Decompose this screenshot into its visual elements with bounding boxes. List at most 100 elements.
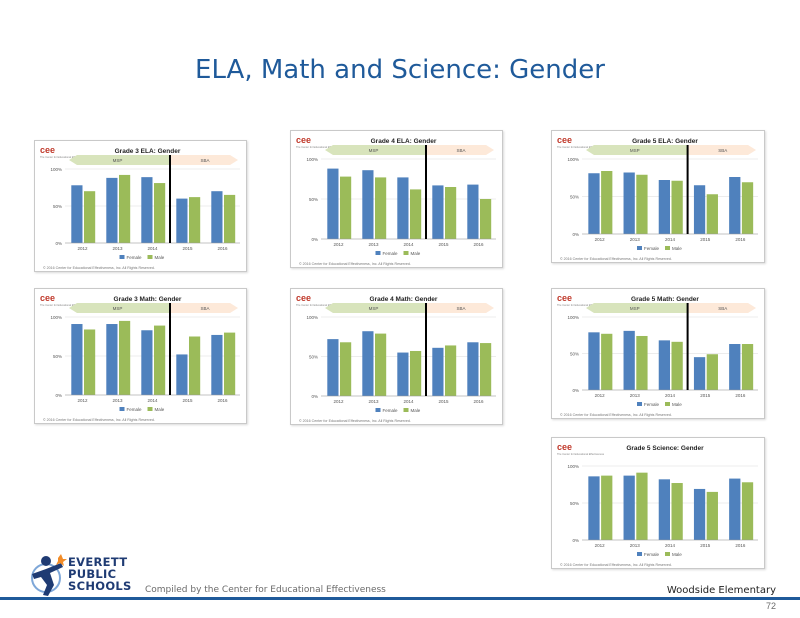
legend-swatch-male bbox=[665, 402, 670, 406]
y-tick-label: 100% bbox=[567, 157, 579, 162]
bar-female bbox=[693, 357, 706, 390]
copyright-text: © 2016 Center for Educational Effectiven… bbox=[43, 418, 155, 422]
copyright-text: © 2016 Center for Educational Effectiven… bbox=[560, 257, 672, 261]
band-label-sba: SBA bbox=[200, 158, 209, 163]
x-tick-label: 2016 bbox=[217, 246, 228, 251]
legend-swatch-male bbox=[403, 408, 409, 412]
copyright-text: © 2016 Center for Educational Effectiven… bbox=[560, 413, 672, 417]
bar-female bbox=[658, 479, 670, 540]
legend-swatch-female bbox=[637, 552, 642, 556]
bar-female bbox=[397, 177, 409, 239]
x-tick-label: 2012 bbox=[595, 393, 606, 398]
chart-title: Grade 5 ELA: Gender bbox=[632, 138, 698, 145]
x-tick-label: 2014 bbox=[147, 246, 158, 251]
footer-divider bbox=[0, 597, 800, 600]
band-label-sba: SBA bbox=[200, 306, 209, 311]
district-logo-icon bbox=[28, 552, 68, 603]
band-label-sba: SBA bbox=[456, 306, 465, 311]
bar-male bbox=[636, 472, 648, 540]
bar-male bbox=[601, 171, 613, 234]
y-tick-label: 0% bbox=[572, 388, 579, 393]
legend-swatch-male bbox=[665, 552, 670, 556]
y-tick-label: 100% bbox=[567, 464, 579, 469]
chart-title: Grade 5 Math: Gender bbox=[631, 296, 699, 303]
bar-female bbox=[729, 344, 741, 390]
legend-swatch-male bbox=[147, 255, 153, 259]
legend-label-male: Male bbox=[672, 552, 682, 557]
chart-title: Grade 4 ELA: Gender bbox=[371, 138, 437, 145]
bar-female bbox=[211, 191, 223, 243]
cee-tagline: The Center for Educational Effectiveness bbox=[40, 303, 88, 307]
bar-female bbox=[176, 354, 188, 395]
legend-label-male: Male bbox=[411, 408, 421, 413]
x-tick-label: 2012 bbox=[77, 398, 88, 403]
y-tick-label: 0% bbox=[311, 237, 318, 242]
x-tick-label: 2016 bbox=[217, 398, 228, 403]
bar-male bbox=[601, 333, 613, 390]
bar-male bbox=[706, 491, 718, 540]
x-tick-label: 2014 bbox=[403, 399, 414, 404]
bar-female bbox=[141, 177, 153, 243]
band-label-msp: MSP bbox=[113, 306, 123, 311]
x-tick-label: 2014 bbox=[147, 398, 158, 403]
bar-female bbox=[397, 352, 409, 396]
district-name: EVERETT PUBLIC SCHOOLS bbox=[68, 556, 132, 592]
y-tick-label: 100% bbox=[50, 167, 62, 172]
y-tick-label: 0% bbox=[55, 393, 62, 398]
legend-swatch-female bbox=[375, 408, 381, 412]
x-tick-label: 2013 bbox=[630, 393, 641, 398]
bar-female bbox=[467, 184, 479, 239]
bar-female bbox=[588, 476, 600, 540]
x-tick-label: 2013 bbox=[368, 242, 379, 247]
bar-male bbox=[480, 343, 492, 396]
copyright-text: © 2016 Center for Educational Effectiven… bbox=[560, 563, 672, 567]
copyright-text: © 2016 Center for Educational Effectiven… bbox=[299, 262, 411, 266]
band-sba-arrow bbox=[687, 145, 756, 155]
x-tick-label: 2015 bbox=[182, 246, 193, 251]
x-tick-label: 2015 bbox=[438, 242, 449, 247]
y-tick-label: 50% bbox=[309, 355, 318, 360]
legend-swatch-male bbox=[147, 407, 153, 411]
x-tick-label: 2014 bbox=[665, 543, 676, 548]
band-sba-arrow bbox=[426, 145, 494, 155]
x-tick-label: 2013 bbox=[368, 399, 379, 404]
bar-male bbox=[119, 320, 131, 395]
x-tick-label: 2012 bbox=[77, 246, 88, 251]
x-tick-label: 2013 bbox=[630, 237, 641, 242]
x-tick-label: 2013 bbox=[630, 543, 641, 548]
x-tick-label: 2012 bbox=[595, 237, 606, 242]
x-tick-label: 2014 bbox=[665, 393, 676, 398]
x-tick-label: 2015 bbox=[182, 398, 193, 403]
y-tick-label: 50% bbox=[570, 501, 579, 506]
copyright-text: © 2016 Center for Educational Effectiven… bbox=[43, 266, 155, 270]
cee-logo-icon: cee bbox=[296, 135, 311, 145]
bar-male bbox=[445, 345, 457, 396]
chart-panel-grade5-ela: cee The Center for Educational Effectiven… bbox=[551, 130, 765, 263]
band-msp-arrow bbox=[69, 303, 170, 313]
legend-label-male: Male bbox=[155, 407, 165, 412]
legend-label-male: Male bbox=[672, 246, 682, 251]
bar-female bbox=[467, 342, 479, 396]
bar-male bbox=[154, 325, 166, 395]
bar-male bbox=[375, 333, 387, 396]
bar-male bbox=[636, 335, 648, 390]
y-tick-label: 0% bbox=[55, 241, 62, 246]
bar-female bbox=[623, 475, 635, 540]
chart-panel-grade4-math: cee The Center for Educational Effectiven… bbox=[290, 288, 503, 425]
bar-female bbox=[362, 331, 374, 396]
bar-female bbox=[623, 172, 635, 234]
bar-male bbox=[84, 191, 96, 243]
band-sba-arrow bbox=[170, 303, 238, 313]
band-sba-arrow bbox=[687, 303, 756, 313]
cee-logo-icon: cee bbox=[557, 293, 572, 303]
bar-male bbox=[741, 482, 754, 540]
legend-swatch-female bbox=[637, 246, 642, 250]
bar-female bbox=[106, 324, 118, 395]
cee-logo-icon: cee bbox=[296, 293, 311, 303]
bar-female bbox=[658, 340, 670, 390]
bar-male bbox=[119, 174, 131, 243]
